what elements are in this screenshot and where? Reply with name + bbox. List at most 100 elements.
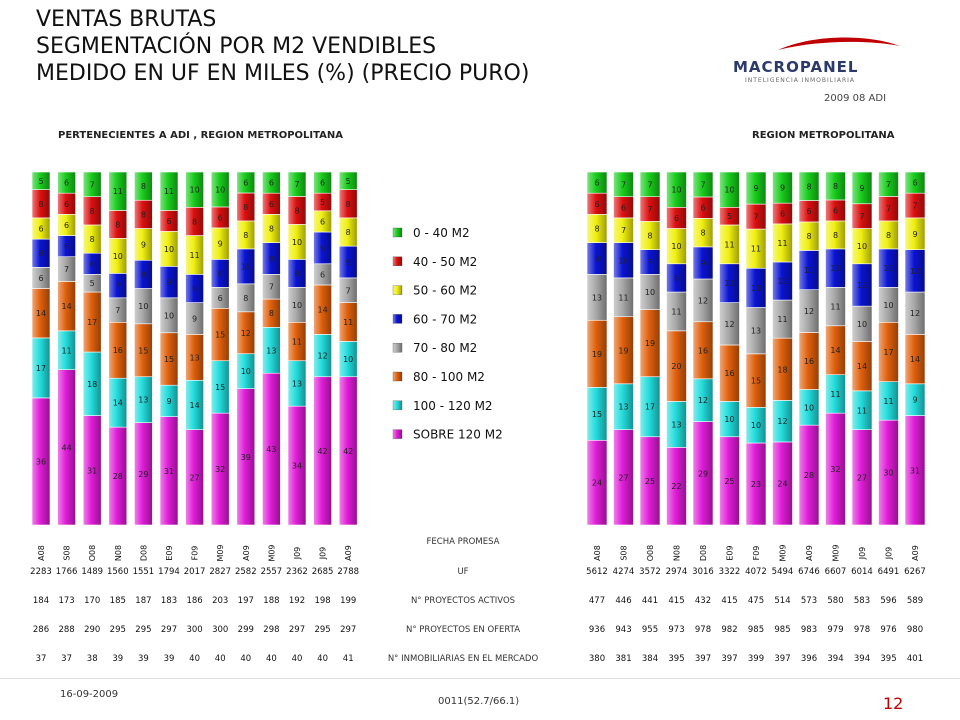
data-label: 8 — [269, 224, 274, 233]
data-label: 7 — [886, 180, 891, 189]
data-label: 11 — [724, 240, 734, 249]
table-cell: 170 — [84, 596, 100, 606]
bar-segment — [287, 171, 307, 197]
x-tick-label: S08 — [620, 545, 629, 560]
table-cell: 39 — [112, 654, 123, 664]
data-label: 10 — [645, 288, 655, 297]
data-label: 15 — [164, 355, 174, 364]
table-cell: 299 — [238, 625, 254, 635]
data-label: 10 — [164, 311, 174, 320]
table-cell: 185 — [110, 596, 126, 606]
data-label: 10 — [138, 302, 148, 311]
table-cell: 978 — [695, 625, 711, 635]
data-label: 7 — [912, 202, 917, 211]
data-label: 6 — [621, 203, 626, 212]
table-cell: 380 — [589, 654, 605, 664]
table-cell: 2974 — [666, 567, 688, 577]
data-label: 9 — [912, 230, 917, 239]
bar-segment — [338, 171, 358, 190]
logo-tagline: INTELIGENCIA INMOBILIARIA — [745, 77, 856, 84]
bar-segment — [82, 171, 102, 198]
x-tick-label: N08 — [114, 545, 123, 561]
x-tick-label: S08 — [63, 545, 72, 560]
table-cell: 5612 — [586, 567, 608, 577]
data-label: 17 — [87, 318, 97, 327]
data-label: 6 — [90, 260, 95, 269]
data-label: 6 — [320, 270, 325, 279]
table-cell: 441 — [642, 596, 658, 606]
data-label: 43 — [266, 445, 276, 454]
table-cell: 41 — [343, 654, 354, 664]
table-cell: 40 — [292, 654, 303, 664]
data-label: 10 — [292, 301, 302, 310]
data-label: 15 — [215, 383, 225, 392]
bar-segment — [692, 171, 714, 198]
data-label: 11 — [830, 390, 840, 399]
data-label: 8 — [141, 182, 146, 191]
table-cell: 2017 — [184, 567, 206, 577]
x-tick-label: J09 — [858, 547, 867, 561]
table-cell: 297 — [289, 625, 305, 635]
data-label: 14 — [190, 401, 200, 410]
data-label: 10 — [343, 355, 353, 364]
data-label: 12 — [318, 352, 328, 361]
data-label: 6 — [833, 206, 838, 215]
data-label: 7 — [621, 180, 626, 189]
table-cell: 199 — [340, 596, 356, 606]
data-label: 8 — [218, 269, 223, 278]
data-label: 13 — [671, 420, 681, 429]
table-cell: 415 — [721, 596, 737, 606]
legend-label: 70 - 80 M2 — [413, 341, 477, 355]
data-label: 11 — [830, 303, 840, 312]
data-label: 8 — [833, 182, 838, 191]
table-cell: 2582 — [235, 567, 257, 577]
bar-segment — [236, 171, 256, 194]
table-cell: 192 — [289, 596, 305, 606]
table-cell: 295 — [135, 625, 151, 635]
data-label: 27 — [190, 473, 200, 482]
data-label: 8 — [38, 249, 43, 258]
table-cell: 203 — [212, 596, 228, 606]
data-label: 13 — [618, 403, 628, 412]
data-label: 7 — [269, 283, 274, 292]
data-label: 9 — [859, 184, 864, 193]
x-tick-label: F09 — [191, 546, 200, 561]
table-cell: 40 — [240, 654, 251, 664]
data-label: 25 — [724, 477, 734, 486]
table-cell: 6014 — [851, 567, 873, 577]
legend-label: 50 - 60 M2 — [413, 284, 477, 298]
legend-label: 100 - 120 M2 — [413, 399, 493, 413]
table-cell: 983 — [801, 625, 817, 635]
data-label: 8 — [38, 200, 43, 209]
data-label: 16 — [804, 357, 814, 366]
table-cell: 415 — [668, 596, 684, 606]
data-label: 8 — [346, 200, 351, 209]
data-label: 7 — [647, 205, 652, 214]
data-label: 11 — [751, 284, 761, 293]
data-label: 8 — [294, 206, 299, 215]
table-cell: 381 — [615, 654, 631, 664]
data-label: 31 — [910, 466, 920, 475]
data-label: 29 — [698, 469, 708, 478]
logo-edition: 2009 08 ADI — [824, 93, 887, 104]
table-cell: 978 — [854, 625, 870, 635]
data-label: 6 — [594, 200, 599, 209]
table-cell: 514 — [774, 596, 790, 606]
table-cell: 397 — [695, 654, 711, 664]
row-label: UF — [457, 567, 468, 577]
x-tick-label: F09 — [752, 546, 761, 561]
data-label: 12 — [698, 296, 708, 305]
bar-segment — [57, 171, 76, 194]
data-label: 14 — [857, 362, 867, 371]
legend-label: 40 - 50 M2 — [413, 255, 477, 269]
data-label: 7 — [700, 180, 705, 189]
data-label: 13 — [138, 396, 148, 405]
table-cell: 300 — [186, 625, 202, 635]
bar-segment — [772, 171, 793, 204]
table-cell: 384 — [642, 654, 658, 664]
data-label: 7 — [64, 265, 69, 274]
table-cell: 286 — [33, 625, 49, 635]
table-cell: 943 — [615, 625, 631, 635]
x-tick-label: O08 — [88, 545, 97, 561]
table-cell: 184 — [33, 596, 49, 606]
